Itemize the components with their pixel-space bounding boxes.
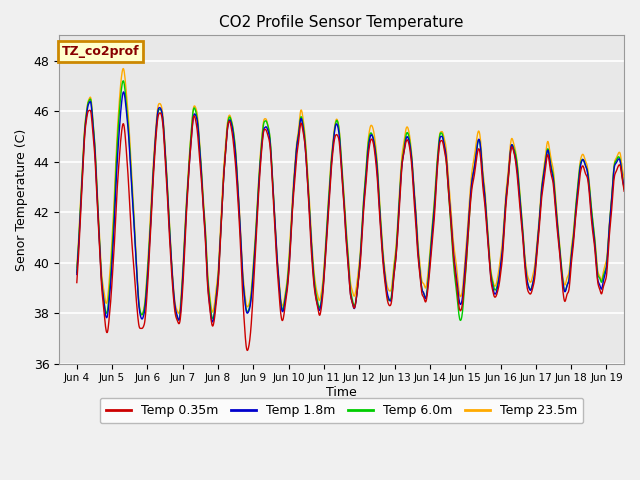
Text: TZ_co2prof: TZ_co2prof <box>62 45 140 58</box>
X-axis label: Time: Time <box>326 386 357 399</box>
Title: CO2 Profile Sensor Temperature: CO2 Profile Sensor Temperature <box>220 15 464 30</box>
Legend: Temp 0.35m, Temp 1.8m, Temp 6.0m, Temp 23.5m: Temp 0.35m, Temp 1.8m, Temp 6.0m, Temp 2… <box>100 397 583 423</box>
Y-axis label: Senor Temperature (C): Senor Temperature (C) <box>15 129 28 271</box>
